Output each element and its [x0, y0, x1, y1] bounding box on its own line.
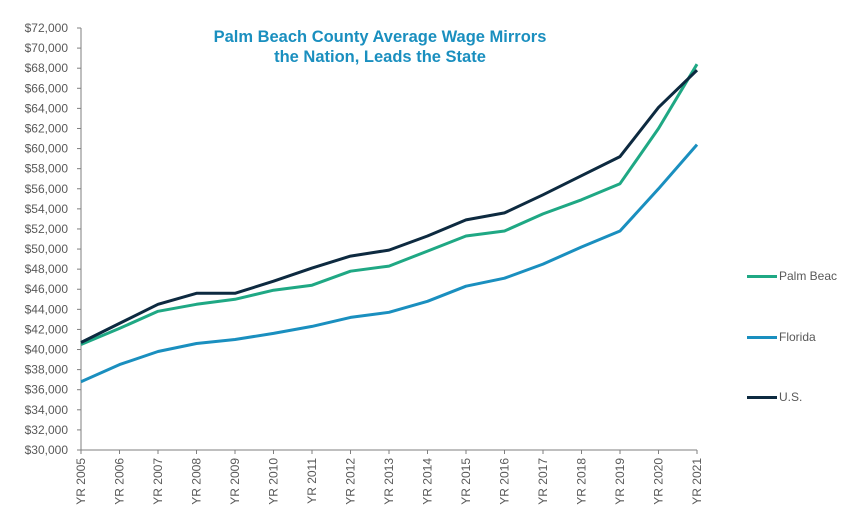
x-tick-label: YR 2020 [652, 458, 666, 505]
x-tick-label: YR 2009 [228, 458, 242, 505]
y-tick-label: $30,000 [25, 443, 69, 457]
x-axis: YR 2005 YR 2006 YR 2007 YR 2008 YR 2009 YR 20… [74, 449, 704, 505]
x-tick-label: YR 2018 [575, 458, 589, 505]
y-tick-label: $50,000 [25, 242, 69, 256]
y-tick-label: $40,000 [25, 343, 69, 357]
y-axis: $30,000 $32,000 $34,000 $36,000 $38,000 $40,0… [25, 21, 82, 457]
legend-item-us: U.S. [747, 390, 802, 404]
legend-item-florida: Florida [747, 330, 816, 344]
series-line [80, 69, 699, 344]
legend-label-florida: Florida [779, 330, 816, 344]
y-tick-label: $44,000 [25, 302, 69, 316]
legend-label-palm-beach: Palm Beac [779, 269, 838, 283]
y-tick-label: $46,000 [25, 282, 69, 296]
x-tick-label: YR 2017 [536, 458, 550, 505]
y-tick-label: $64,000 [25, 101, 69, 115]
x-tick-label: YR 2005 [74, 458, 88, 505]
y-tick-label: $42,000 [25, 322, 69, 336]
chart-title: Palm Beach County Average Wage Mirrors t… [160, 27, 600, 67]
y-tick-label: $70,000 [25, 41, 69, 55]
y-tick-label: $36,000 [25, 383, 69, 397]
legend-item-palm-beach: Palm Beac [747, 269, 837, 283]
chart-title-line-1: Palm Beach County Average Wage Mirrors [213, 28, 547, 46]
y-tick-label: $34,000 [25, 403, 69, 417]
x-tick-label: YR 2010 [267, 458, 281, 505]
x-tick-label: YR 2007 [151, 458, 165, 505]
y-tick-label: $58,000 [25, 162, 69, 176]
series-line [80, 63, 699, 346]
x-tick-label: YR 2015 [459, 458, 473, 505]
series-line [80, 143, 699, 384]
x-tick-label: YR 2021 [690, 458, 704, 505]
x-tick-label: YR 2006 [113, 458, 127, 505]
y-tick-label: $68,000 [25, 61, 69, 75]
chart-title-line-2: the Nation, Leads the State [274, 48, 486, 66]
y-tick-label: $32,000 [25, 423, 69, 437]
legend-swatch-us [747, 395, 777, 399]
y-tick-label: $56,000 [25, 182, 69, 196]
y-tick-label: $38,000 [25, 363, 69, 377]
legend-label-us: U.S. [779, 390, 803, 404]
y-tick-label: $62,000 [25, 121, 69, 135]
x-tick-label: YR 2016 [498, 458, 512, 505]
x-tick-label: YR 2014 [421, 458, 435, 505]
x-tick-label: YR 2011 [305, 458, 319, 504]
legend-swatch-florida [747, 335, 777, 339]
y-tick-label: $48,000 [25, 262, 69, 276]
y-tick-label: $60,000 [25, 142, 69, 156]
series-lines [80, 63, 699, 384]
y-tick-label: $54,000 [25, 202, 69, 216]
legend-swatch-palm-beach [747, 274, 777, 278]
x-tick-label: YR 2012 [344, 458, 358, 505]
x-tick-label: YR 2019 [613, 458, 627, 505]
y-tick-label: $66,000 [25, 81, 69, 95]
y-tick-label: $52,000 [25, 222, 69, 236]
x-tick-label: YR 2008 [190, 458, 204, 505]
y-tick-label: $72,000 [25, 21, 69, 35]
x-tick-label: YR 2013 [382, 458, 396, 505]
